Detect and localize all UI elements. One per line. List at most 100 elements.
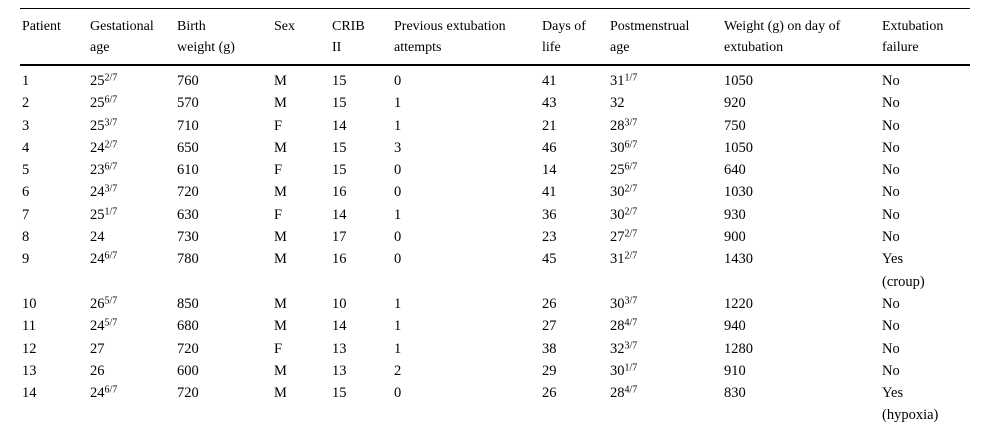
cell-postmenstrual_age: 284/7 [610, 317, 638, 335]
cell-days_of_life: 41 [542, 184, 557, 201]
fraction-superscript: 2/7 [624, 183, 638, 195]
cell-postmenstrual_age: 302/7 [610, 183, 638, 201]
cell-days_of_life: 21 [542, 117, 557, 134]
cell-extubation_failure: No [882, 362, 900, 379]
cell-birth_weight: 760 [177, 73, 199, 89]
cell-extubation_failure: No [882, 117, 900, 134]
fraction-superscript: 6/7 [104, 161, 118, 173]
cell-previous_attempts: 1 [394, 117, 402, 134]
cell-patient: 3 [22, 117, 30, 134]
fraction-superscript: 2/7 [624, 228, 638, 240]
cell-extubation_failure: No [882, 139, 900, 156]
cell-previous_attempts: 0 [394, 162, 402, 179]
cell-days_of_life: 36 [542, 206, 557, 223]
cell-days_of_life: 41 [542, 73, 557, 89]
column-header-gestational_age: Gestational age [88, 8, 175, 66]
cell-extubation_failure: No [882, 206, 900, 223]
fraction-superscript: 3/7 [624, 340, 638, 352]
column-header-birth_weight: Birth weight (g) [175, 8, 272, 66]
table-row-patient-2: 2 256/7 570 M 15 1 43 32 920 No [20, 92, 970, 114]
cell-patient: 4 [22, 139, 30, 156]
cell-crib_ii: 15 [332, 162, 347, 179]
cell-birth_weight: 720 [177, 340, 199, 357]
cell-postmenstrual_age: 306/7 [610, 139, 638, 156]
cell-crib_ii: 17 [332, 229, 347, 246]
column-header-patient: Patient [20, 8, 88, 66]
column-header-crib_ii: CRIB II [330, 8, 392, 66]
fraction-superscript: 5/7 [104, 317, 118, 329]
cell-extubation_failure: Yes (croup) [882, 251, 925, 290]
cell-previous_attempts: 0 [394, 73, 402, 89]
cell-crib_ii: 15 [332, 73, 347, 89]
cell-sex: F [274, 340, 283, 357]
cell-patient: 1 [22, 73, 30, 89]
table-row-patient-3: 3 253/7 710 F 14 1 21 283/7 750 No [20, 115, 970, 137]
cell-patient: 5 [22, 162, 30, 179]
cell-birth_weight: 720 [177, 385, 199, 402]
patient-extubation-table: Patient Gestational age Birth weight (g) Sex C… [20, 8, 970, 429]
fraction-superscript: 4/7 [624, 317, 638, 329]
cell-postmenstrual_age: 301/7 [610, 362, 638, 379]
cell-birth_weight: 650 [177, 139, 199, 156]
cell-birth_weight: 610 [177, 162, 199, 179]
cell-previous_attempts: 1 [394, 95, 402, 112]
table-body: 1 252/7 760 M 15 0 41 311/7 1050 No 2 256/7 570 M 15 1 4… [20, 65, 970, 429]
cell-patient: 12 [22, 340, 37, 357]
table-row-patient-5: 5 236/7 610 F 15 0 14 256/7 640 No [20, 159, 970, 181]
fraction-superscript: 2/7 [104, 139, 118, 151]
cell-days_of_life: 14 [542, 162, 557, 179]
column-header-days_of_life: Days of life [540, 8, 608, 66]
cell-patient: 6 [22, 184, 30, 201]
cell-previous_attempts: 0 [394, 184, 402, 201]
cell-patient: 13 [22, 362, 37, 379]
cell-previous_attempts: 1 [394, 318, 402, 335]
column-header-weight_at_extubation: Weight (g) on day of extubation [722, 8, 880, 66]
fraction-superscript: 3/7 [624, 295, 638, 307]
fraction-superscript: 3/7 [104, 117, 118, 129]
fraction-superscript: 3/7 [104, 183, 118, 195]
fraction-superscript: 2/7 [104, 72, 118, 84]
cell-patient: 7 [22, 206, 30, 223]
cell-gestational_age: 252/7 [90, 72, 118, 89]
cell-extubation_failure: No [882, 184, 900, 201]
cell-gestational_age: 246/7 [90, 250, 118, 268]
fraction-superscript: 3/7 [624, 117, 638, 129]
cell-gestational_age: 245/7 [90, 317, 118, 335]
cell-birth_weight: 570 [177, 95, 199, 112]
cell-weight_at_extubation: 640 [724, 162, 746, 179]
cell-weight_at_extubation: 940 [724, 318, 746, 335]
cell-previous_attempts: 2 [394, 362, 402, 379]
table-row-patient-9: 9 246/7 780 M 16 0 45 312/7 1430 Yes (croup) [20, 248, 970, 293]
cell-weight_at_extubation: 1030 [724, 184, 753, 201]
table-row-patient-11: 11 245/7 680 M 14 1 27 284/7 940 No [20, 315, 970, 337]
column-header-extubation_failure: Extubation failure [880, 8, 970, 66]
cell-crib_ii: 16 [332, 184, 347, 201]
cell-days_of_life: 27 [542, 318, 557, 335]
table-row-patient-6: 6 243/7 720 M 16 0 41 302/7 1030 No [20, 181, 970, 203]
fraction-superscript: 2/7 [624, 250, 638, 262]
cell-weight_at_extubation: 1220 [724, 295, 753, 312]
cell-extubation_failure: No [882, 73, 900, 89]
cell-sex: F [274, 117, 283, 134]
cell-sex: F [274, 206, 283, 223]
column-header-postmenstrual_age: Postmenstrual age [608, 8, 722, 66]
cell-crib_ii: 14 [332, 318, 347, 335]
cell-days_of_life: 46 [542, 139, 557, 156]
cell-days_of_life: 26 [542, 295, 557, 312]
table-row-patient-14: 14 246/7 720 M 15 0 26 284/7 830 Yes (hypoxia) [20, 382, 970, 429]
cell-extubation_failure: No [882, 340, 900, 357]
cell-extubation_failure: No [882, 318, 900, 335]
table-row-patient-12: 12 27 720 F 13 1 38 323/7 1280 No [20, 338, 970, 360]
cell-previous_attempts: 1 [394, 206, 402, 223]
cell-birth_weight: 730 [177, 229, 199, 246]
fraction-superscript: 1/7 [624, 362, 638, 374]
cell-gestational_age: 242/7 [90, 139, 118, 156]
cell-gestational_age: 256/7 [90, 94, 118, 112]
cell-sex: M [274, 295, 287, 312]
fraction-superscript: 1/7 [624, 72, 638, 84]
cell-sex: M [274, 318, 287, 335]
cell-sex: M [274, 229, 287, 246]
table-row-patient-1: 1 252/7 760 M 15 0 41 311/7 1050 No [20, 65, 970, 92]
table-header: Patient Gestational age Birth weight (g) Sex C… [20, 8, 970, 66]
table-row-patient-8: 8 24 730 M 17 0 23 272/7 900 No [20, 226, 970, 248]
